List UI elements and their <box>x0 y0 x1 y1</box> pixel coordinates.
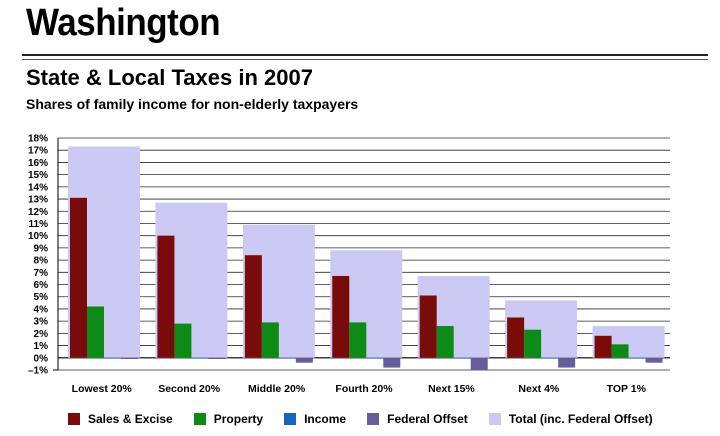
bar-federal-offset <box>558 357 576 368</box>
header-rule-top <box>22 54 708 56</box>
chart-legend: Sales & Excise Property Income Federal O… <box>68 412 674 426</box>
y-tick-label: 6% <box>34 280 49 291</box>
bar-income <box>278 357 296 359</box>
legend-item-income: Income <box>284 412 346 426</box>
bar-property <box>261 322 279 358</box>
legend-swatch-offset <box>367 413 380 425</box>
y-tick-label: 4% <box>34 304 49 315</box>
bar-property <box>174 323 192 358</box>
y-tick-label: 18% <box>28 134 48 145</box>
y-tick-label: 9% <box>34 243 49 254</box>
y-tick-label: 17% <box>28 146 48 157</box>
state-name: Washington <box>26 2 221 44</box>
y-tick-label: 0% <box>34 353 49 364</box>
legend-label-offset: Federal Offset <box>387 412 468 426</box>
legend-swatch-property <box>193 413 206 425</box>
x-tick-label: Fourth 20% <box>335 383 393 395</box>
legend-item-total: Total (inc. Federal Offset) <box>488 412 653 426</box>
bar-property <box>87 306 104 358</box>
legend-swatch-total <box>488 413 501 425</box>
y-tick-label: –1% <box>28 366 48 377</box>
bar-federal-offset <box>470 357 488 370</box>
bar-chart: –1% 0%1%2%3% 4%5%6%7%8% 9%10%11%12%13% 14%15… <box>28 134 670 395</box>
bar-sales-excise <box>332 275 350 358</box>
x-tick-label: TOP 1% <box>607 383 647 395</box>
bar-income <box>628 357 646 359</box>
legend-item-property: Property <box>193 412 264 426</box>
y-tick-label: 5% <box>34 292 49 303</box>
chart-title: State & Local Taxes in 2007 <box>26 65 313 90</box>
bar-property <box>349 322 367 358</box>
legend-item-offset: Federal Offset <box>367 412 468 426</box>
bar-income <box>453 357 471 359</box>
bar-property <box>524 329 542 358</box>
bar-federal-offset <box>208 357 226 360</box>
chart-subtitle: Shares of family income for non-elderly … <box>26 96 359 112</box>
y-tick-label: 12% <box>28 207 48 218</box>
bar-sales-excise <box>594 335 612 358</box>
x-tick-label: Second 20% <box>158 383 221 395</box>
bar-income <box>366 357 384 359</box>
y-tick-label: 7% <box>34 268 49 279</box>
bar-federal-offset <box>295 357 313 363</box>
y-tick-label: 13% <box>28 195 48 206</box>
legend-swatch-income <box>284 413 297 425</box>
bar-federal-offset <box>645 357 663 363</box>
bar-income <box>541 357 559 359</box>
legend-label-total: Total (inc. Federal Offset) <box>508 412 653 426</box>
bar-property <box>611 344 629 358</box>
legend-label-property: Property <box>213 412 264 426</box>
y-tick-label: 16% <box>28 158 48 169</box>
y-tick-label: 11% <box>29 219 49 230</box>
bar-federal-offset <box>121 357 138 360</box>
legend-item-sales: Sales & Excise <box>68 412 173 426</box>
y-tick-label: 10% <box>28 231 48 242</box>
y-tick-label: 3% <box>34 317 49 328</box>
bar-sales-excise <box>419 295 437 358</box>
y-tick-label: 1% <box>34 341 49 352</box>
x-tick-label: Next 15% <box>428 383 475 395</box>
legend-swatch-sales <box>68 413 80 425</box>
bar-income <box>191 357 209 359</box>
y-tick-label: 14% <box>28 182 48 193</box>
legend-label-sales: Sales & Excise <box>88 412 173 426</box>
y-tick-label: 8% <box>34 256 49 267</box>
bar-federal-offset <box>383 357 401 368</box>
y-tick-label: 15% <box>28 170 48 181</box>
bar-income <box>104 357 121 359</box>
bar-sales-excise <box>507 317 525 358</box>
header-rule-bottom <box>22 59 708 60</box>
x-tick-label: Next 4% <box>518 383 560 395</box>
bar-property <box>436 326 454 358</box>
bar-sales-excise <box>70 197 87 358</box>
bar-sales-excise <box>157 235 175 358</box>
bar-sales-excise <box>244 255 262 358</box>
y-tick-label: 2% <box>34 329 49 340</box>
x-tick-label: Lowest 20% <box>72 383 133 395</box>
x-tick-label: Middle 20% <box>248 383 306 395</box>
legend-label-income: Income <box>304 412 347 426</box>
